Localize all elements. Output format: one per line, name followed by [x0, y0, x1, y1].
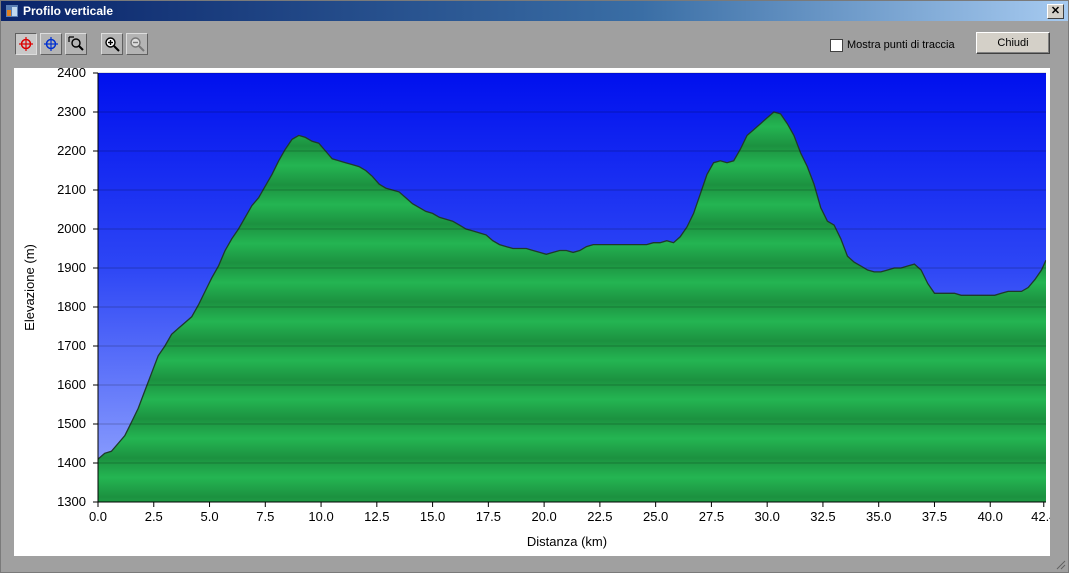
x-tick-label: 7.5 [256, 509, 274, 524]
x-tick-label: 5.0 [200, 509, 218, 524]
y-tick-label: 2200 [57, 143, 86, 158]
x-axis-title: Distanza (km) [527, 534, 607, 549]
x-tick-label: 20.0 [531, 509, 556, 524]
x-tick-label: 37.5 [922, 509, 947, 524]
y-tick-label: 1300 [57, 494, 86, 509]
x-tick-label: 27.5 [699, 509, 724, 524]
app-icon [6, 5, 18, 17]
y-tick-label: 2400 [57, 68, 86, 80]
x-tick-label: 40.0 [978, 509, 1003, 524]
x-tick-label: 42.4 [1031, 509, 1050, 524]
x-tick-label: 25.0 [643, 509, 668, 524]
zoom-region-icon[interactable] [65, 33, 87, 55]
y-tick-label: 1700 [57, 338, 86, 353]
x-tick-label: 2.5 [145, 509, 163, 524]
x-tick-label: 32.5 [810, 509, 835, 524]
plot-panel: 1300 1400 1500 1600 1700 1800 1900 2000 2100 2200… [14, 68, 1050, 556]
y-tick-label: 1800 [57, 299, 86, 314]
toolbar [1, 21, 1068, 67]
elevation-line [98, 111, 1046, 460]
x-tick-label: 10.0 [308, 509, 333, 524]
y-tick-label: 1900 [57, 260, 86, 275]
x-tick-label: 30.0 [755, 509, 780, 524]
elevation-area [98, 112, 1046, 502]
title-bar[interactable]: Profilo verticale ✕ [1, 1, 1068, 21]
y-axis-title: Elevazione (m) [22, 244, 37, 331]
y-tick-label: 1500 [57, 416, 86, 431]
x-tick-label: 17.5 [476, 509, 501, 524]
close-button[interactable]: Chiudi [976, 32, 1050, 54]
y-tick-label: 1400 [57, 455, 86, 470]
x-tick-label: 35.0 [866, 509, 891, 524]
elevation-chart[interactable]: 1300 1400 1500 1600 1700 1800 1900 2000 2100 2200… [14, 68, 1050, 556]
x-tick-label: 15.0 [420, 509, 445, 524]
show-track-points-checkbox[interactable] [830, 39, 843, 52]
close-window-icon[interactable]: ✕ [1047, 4, 1064, 19]
x-tick-label: 22.5 [587, 509, 612, 524]
y-tick-label: 2100 [57, 182, 86, 197]
resize-grip-icon[interactable] [1054, 558, 1066, 570]
x-tick-label: 0.0 [89, 509, 107, 524]
red-crosshair-icon[interactable] [15, 33, 37, 55]
y-tick-label: 1600 [57, 377, 86, 392]
x-tick-label: 12.5 [364, 509, 389, 524]
show-track-points-label: Mostra punti di traccia [847, 39, 955, 51]
y-tick-label: 2000 [57, 221, 86, 236]
window-title: Profilo verticale [23, 4, 114, 18]
blue-crosshair-icon[interactable] [40, 33, 62, 55]
y-tick-label: 2300 [57, 104, 86, 119]
zoom-out-icon[interactable] [126, 33, 148, 55]
zoom-in-icon[interactable] [101, 33, 123, 55]
